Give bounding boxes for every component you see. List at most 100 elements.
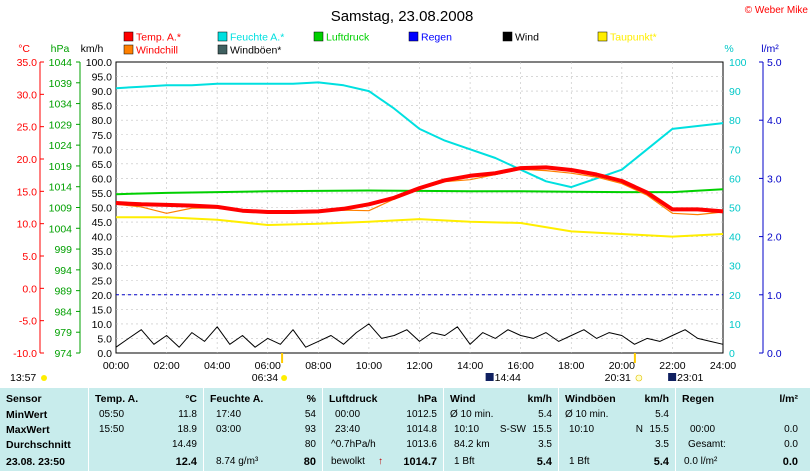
- sun-icon: [41, 375, 47, 381]
- legend-label-2: Luftdruck: [326, 32, 370, 44]
- tick-humidity-6: 40: [729, 232, 741, 244]
- legend-label-0: Temp. A.*: [136, 32, 181, 44]
- pressure-forecast: bewolkt: [331, 456, 365, 467]
- sensor-row-min: MinWert: [6, 409, 48, 421]
- sensor-header: Sensor: [6, 393, 42, 405]
- wind-avg10-label: Ø 10 min.: [450, 409, 494, 420]
- wind-avg-value: 3.5: [538, 439, 552, 450]
- tick-rain-1: 4.0: [767, 115, 782, 127]
- rain-current-label: 0.0 l/m²: [684, 456, 718, 467]
- tick-x-1: 02:00: [153, 360, 179, 372]
- wind-current-value: 5.4: [536, 456, 552, 468]
- stats-col-humidity: Feuchte A.% 17:40 54 03:00 93 80 8.74 g/m³…: [204, 388, 323, 471]
- tick-temp-2: 25.0: [17, 122, 38, 134]
- tick-temp-5: 10.0: [17, 219, 38, 231]
- tick-wind-7: 65.0: [92, 159, 113, 171]
- stats-col-pressure: Luftdruck hPa 00:00 1012.5 23:40 1014.8 ^0.…: [323, 388, 444, 471]
- tick-wind-15: 25.0: [92, 275, 113, 287]
- temp-max-time: 15:50: [99, 424, 125, 435]
- tick-wind-13: 35.0: [92, 246, 113, 258]
- rain-current-value: 0.0: [782, 456, 798, 468]
- tick-x-4: 08:00: [305, 360, 331, 372]
- tick-pressure-1: 1039: [49, 78, 73, 90]
- gust-max-value: 15.5: [649, 424, 669, 435]
- tick-humidity-7: 30: [729, 261, 741, 273]
- temp-min-value: 11.8: [178, 409, 197, 420]
- tick-pressure-13: 979: [54, 327, 72, 339]
- pressure-current-value: 1014.7: [403, 456, 437, 468]
- tick-wind-19: 5.0: [97, 333, 112, 345]
- legend-swatch-3: [408, 31, 419, 42]
- legend-swatch-6: [123, 44, 134, 55]
- tick-wind-6: 70.0: [92, 144, 113, 156]
- sunrise-icon: [281, 375, 288, 381]
- humidity-unit: %: [306, 393, 316, 405]
- pressure-min-value: 1012.5: [406, 409, 437, 420]
- series-line-wind: [115, 323, 724, 348]
- humidity-max-value: 93: [304, 424, 316, 435]
- sunset-label: 20:31: [605, 372, 631, 384]
- legend-swatch-2: [313, 31, 324, 42]
- tick-pressure-6: 1014: [49, 182, 73, 194]
- stats-col-rain: Regen l/m² 00:00 0.0 Gesamt: 0.0 0.0 l/m² 0.…: [676, 388, 810, 471]
- moonset-icon: [668, 373, 677, 381]
- wind-unit: km/h: [527, 393, 552, 405]
- weather-chart: Samstag, 23.08.2008 © Weber Mike Temp. A…: [10, 5, 808, 384]
- tick-wind-10: 50.0: [92, 203, 113, 215]
- tick-temp-7: 0.0: [22, 283, 37, 295]
- tick-x-3: 06:00: [255, 360, 281, 372]
- series-line-luftdruck: [115, 188, 724, 196]
- pressure-unit: hPa: [417, 393, 437, 405]
- arrow-up-icon: ↑: [378, 456, 383, 467]
- tick-rain-5: 0.0: [767, 348, 782, 360]
- tick-x-0: 00:00: [103, 360, 129, 372]
- sun-moon-markers: 13:57 06:34 20:31 14:44 23:01: [10, 353, 704, 384]
- tick-pressure-12: 984: [54, 306, 72, 318]
- tick-wind-12: 40.0: [92, 232, 113, 244]
- gust-max-direction: N: [635, 424, 643, 435]
- gust-header: Windböen: [565, 393, 616, 405]
- axis-header-pressure: hPa: [51, 43, 70, 55]
- gust-unit: km/h: [644, 393, 669, 405]
- gust-avg10-value: 5.4: [655, 409, 669, 420]
- rain-total-value: 0.0: [784, 439, 798, 450]
- wind-bft: 1 Bft: [454, 456, 475, 467]
- temp-unit: °C: [185, 393, 197, 405]
- tick-pressure-4: 1024: [49, 140, 73, 152]
- temp-current-value: 12.4: [175, 456, 197, 468]
- tick-x-12: 24:00: [710, 360, 736, 372]
- tick-temp-1: 30.0: [17, 89, 38, 101]
- time-left-label: 13:57: [10, 372, 36, 384]
- rain-total-label: Gesamt:: [688, 439, 726, 450]
- tick-wind-14: 30.0: [92, 261, 113, 273]
- temp-min-time: 05:50: [99, 409, 125, 420]
- series-line-taupunkt: [116, 216, 724, 238]
- wind-max-time: 10:10: [454, 424, 480, 435]
- gust-avg-value: 3.5: [655, 439, 669, 450]
- rain-max-time: 00:00: [690, 424, 716, 435]
- stats-col-wind: Wind km/h Ø 10 min. 5.4 10:10 S-SW 15.5 84.2…: [444, 388, 559, 471]
- tick-x-9: 18:00: [558, 360, 584, 372]
- tick-rain-2: 3.0: [767, 173, 782, 185]
- rain-max-value: 0.0: [784, 424, 798, 435]
- tick-pressure-11: 989: [54, 286, 72, 298]
- tick-humidity-10: 0: [729, 348, 735, 360]
- tick-pressure-0: 1044: [49, 57, 73, 69]
- tick-wind-2: 90.0: [92, 86, 113, 98]
- tick-humidity-9: 10: [729, 319, 741, 331]
- tick-wind-4: 80.0: [92, 115, 113, 127]
- humidity-min-time: 17:40: [216, 409, 242, 420]
- tick-wind-17: 15.0: [92, 304, 113, 316]
- x-axis: 00:00 02:00 04:00 06:00 08:00 10:00 12:00 14:00…: [103, 360, 736, 372]
- tick-wind-3: 85.0: [92, 101, 113, 113]
- humidity-max-time: 03:00: [216, 424, 242, 435]
- tick-humidity-5: 50: [729, 203, 741, 215]
- moonrise-icon: [485, 373, 494, 381]
- wind-avg10-value: 5.4: [538, 409, 552, 420]
- tick-humidity-1: 90: [729, 86, 741, 98]
- series-line-tempa: [115, 165, 724, 214]
- tick-pressure-7: 1009: [49, 203, 73, 215]
- tick-wind-5: 75.0: [92, 130, 113, 142]
- axis-header-humidity: %: [724, 43, 733, 55]
- wind-header: Wind: [450, 393, 476, 405]
